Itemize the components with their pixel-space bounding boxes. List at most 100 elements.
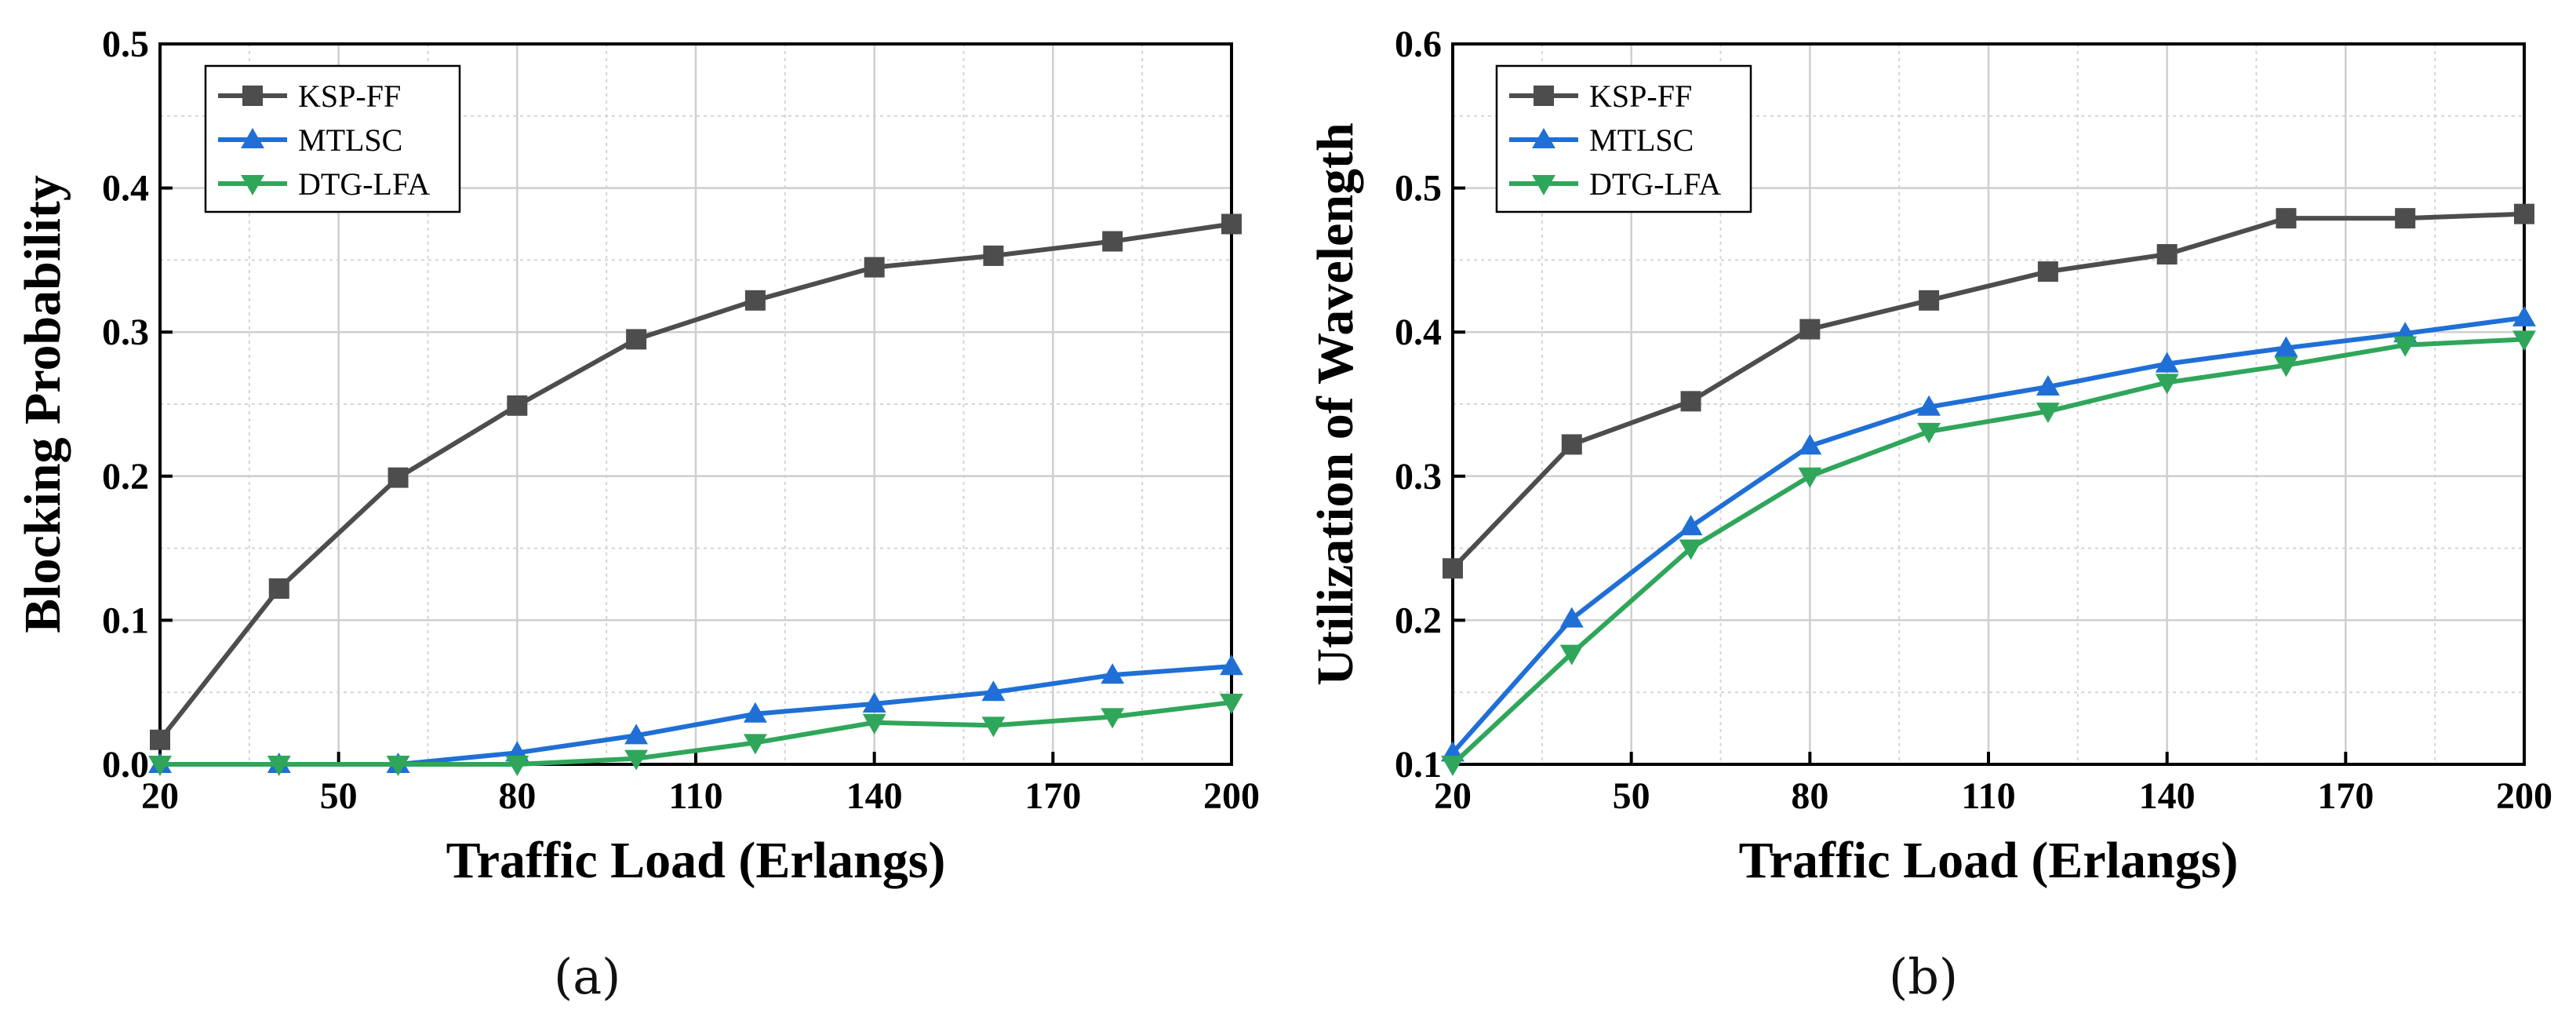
- chart-b-legend-label-dtg-lfa: DTG-LFA: [1589, 166, 1721, 202]
- chart-a-data-point-mtlsc: [1220, 654, 1243, 676]
- chart-a-data-point-ksp-ff: [1221, 213, 1242, 235]
- chart-a-legend-label-mtlsc: MTLSC: [298, 122, 402, 158]
- chart-b-y-tick-label: 0.4: [1395, 312, 1442, 353]
- chart-a-data-point-ksp-ff: [983, 245, 1004, 266]
- chart-b-data-point-ksp-ff: [1443, 558, 1463, 579]
- chart-b-data-point-ksp-ff: [1561, 434, 1582, 455]
- chart-b-series-dtg-lfa: [1441, 330, 2536, 776]
- chart-b-x-tick-label: 200: [2496, 775, 2552, 817]
- chart-a-data-point-mtlsc: [981, 680, 1006, 702]
- chart-b-y-tick-label: 0.2: [1395, 600, 1442, 641]
- chart-b-data-point-mtlsc: [2512, 305, 2536, 326]
- chart-b-y-tick-label: 0.3: [1395, 456, 1442, 498]
- chart-b-x-tick-label: 140: [2139, 775, 2196, 817]
- chart-b-data-point-mtlsc: [1917, 395, 1941, 416]
- chart-a-x-tick-label: 80: [498, 775, 536, 817]
- chart-a-x-tick-label: 140: [846, 775, 903, 817]
- chart-a-legend-marker-ksp-ff: [242, 86, 263, 106]
- chart-a-data-point-dtg-lfa: [1220, 694, 1243, 715]
- chart-a-y-tick-label: 0.1: [102, 600, 149, 641]
- chart-a-legend-label-dtg-lfa: DTG-LFA: [298, 166, 430, 202]
- chart-b-data-point-dtg-lfa: [2512, 330, 2536, 352]
- chart-a-legend-marker-dtg-lfa: [241, 174, 264, 195]
- chart-b-y-tick-label: 0.1: [1395, 744, 1442, 786]
- panel-label-b: (b): [1889, 948, 1959, 1005]
- chart-b-data-point-mtlsc: [2155, 352, 2179, 373]
- chart-b-data-point-mtlsc: [1798, 434, 1822, 455]
- chart-a-data-point-dtg-lfa: [981, 716, 1006, 738]
- chart-a-data-point-dtg-lfa: [862, 713, 886, 735]
- chart-a-data-point-ksp-ff: [387, 467, 409, 488]
- panel-label-a: (a): [554, 948, 621, 1005]
- chart-a-y-tick-label: 0.4: [102, 168, 149, 210]
- chart-b-series-mtlsc: [1441, 305, 2536, 762]
- chart-b-x-tick-label: 80: [1791, 775, 1828, 817]
- chart-a-y-axis-label: Blocking Probability: [14, 175, 71, 633]
- chart-a-legend-label-ksp-ff: KSP-FF: [298, 78, 401, 114]
- chart-b-series-ksp-ff: [1443, 203, 2534, 579]
- chart-b-y-tick-label: 0.6: [1395, 24, 1442, 65]
- chart-b-data-point-mtlsc: [2274, 336, 2298, 357]
- chart-b-data-point-ksp-ff: [2276, 208, 2297, 229]
- chart-b-data-point-dtg-lfa: [2036, 403, 2060, 424]
- chart-a-data-point-dtg-lfa: [505, 755, 529, 776]
- chart-a-y-tick-label: 0.3: [102, 312, 149, 353]
- chart-b-data-point-dtg-lfa: [1917, 422, 1941, 443]
- chart-a-data-point-dtg-lfa: [148, 755, 172, 776]
- chart-b-data-point-ksp-ff: [2156, 244, 2178, 265]
- chart-b-x-tick-label: 50: [1613, 775, 1650, 817]
- chart-a-data-point-mtlsc: [1101, 663, 1125, 684]
- chart-b-data-point-ksp-ff: [2395, 208, 2416, 229]
- chart-b-data-point-ksp-ff: [2514, 203, 2534, 224]
- chart-a-data-point-ksp-ff: [1102, 231, 1123, 252]
- chart-b-legend-marker-mtlsc: [1532, 128, 1555, 149]
- chart-a-legend-marker-mtlsc: [241, 128, 264, 149]
- chart-b-data-point-dtg-lfa: [1798, 467, 1822, 488]
- chart-a-data-point-mtlsc: [624, 724, 649, 745]
- chart-b-legend-marker-dtg-lfa: [1532, 174, 1555, 195]
- chart-a-data-point-ksp-ff: [150, 729, 170, 750]
- chart-a-data-point-mtlsc: [743, 702, 767, 723]
- chart-b-y-tick-label: 0.5: [1395, 168, 1442, 210]
- chart-a-data-point-ksp-ff: [268, 578, 289, 600]
- chart-b-legend-label-mtlsc: MTLSC: [1589, 122, 1694, 158]
- chart-a-y-tick-label: 0.2: [102, 456, 149, 498]
- chart-b-data-point-ksp-ff: [2037, 261, 2058, 283]
- chart-a-y-tick-label: 0.0: [102, 744, 149, 786]
- chart-b-data-point-dtg-lfa: [2393, 336, 2418, 357]
- chart-b-data-point-dtg-lfa: [1441, 755, 1464, 776]
- chart-b-data-point-dtg-lfa: [2274, 356, 2298, 377]
- chart-a-data-point-dtg-lfa: [624, 749, 649, 771]
- chart-a-y-tick-label: 0.5: [102, 24, 149, 65]
- chart-b-series-line-dtg-lfa: [1450, 337, 2525, 767]
- chart-a-data-point-ksp-ff: [744, 290, 766, 311]
- chart-a-x-tick-label: 170: [1024, 775, 1081, 817]
- chart-a-data-point-dtg-lfa: [267, 755, 291, 776]
- chart-a-data-point-ksp-ff: [626, 329, 647, 350]
- chart-b-x-tick-label: 110: [1961, 775, 2015, 817]
- chart-b-data-point-mtlsc: [2036, 375, 2060, 396]
- chart-b-legend-marker-ksp-ff: [1534, 86, 1554, 106]
- chart-a-x-tick-label: 200: [1203, 775, 1260, 817]
- chart-b-data-point-ksp-ff: [1680, 391, 1701, 412]
- chart-a-data-point-dtg-lfa: [386, 755, 410, 776]
- chart-a-x-tick-label: 20: [141, 775, 179, 817]
- chart-a-data-point-ksp-ff: [507, 395, 528, 416]
- chart-a-legend: KSP-FF MTLSC DTG-LFA: [204, 64, 461, 213]
- chart-b-data-point-dtg-lfa: [2155, 374, 2179, 395]
- chart-a-data-point-mtlsc: [862, 691, 886, 713]
- chart-a-series-line-dtg-lfa: [160, 700, 1232, 767]
- chart-b-data-point-dtg-lfa: [1559, 644, 1584, 665]
- chart-b-data-point-dtg-lfa: [1679, 539, 1703, 560]
- chart-b-legend-label-ksp-ff: KSP-FF: [1589, 78, 1692, 114]
- chart-a-series-line-ksp-ff: [158, 221, 1232, 742]
- chart-b-legend: KSP-FF MTLSC DTG-LFA: [1495, 64, 1752, 213]
- chart-b-data-point-mtlsc: [1679, 515, 1703, 536]
- chart-a-data-point-dtg-lfa: [743, 734, 767, 755]
- chart-a-x-tick-label: 110: [668, 775, 722, 817]
- chart-a-x-axis-label: Traffic Load (Erlangs): [446, 832, 946, 889]
- chart-a-data-point-dtg-lfa: [1101, 708, 1125, 729]
